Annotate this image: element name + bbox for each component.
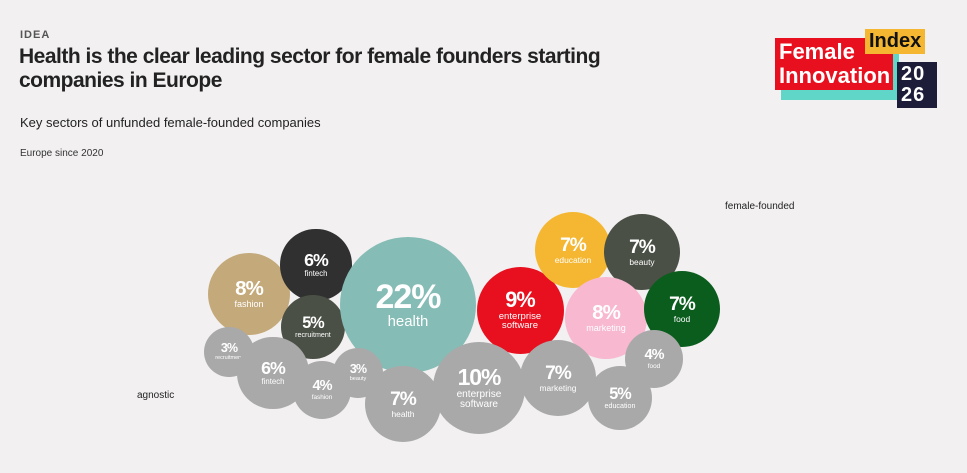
subtitle: Key sectors of unfunded female-founded c…: [20, 115, 321, 130]
category-label: recruitment: [295, 331, 331, 340]
value-label: 3%: [220, 341, 238, 356]
category-label: food: [647, 362, 661, 370]
category-label: education: [604, 402, 636, 411]
category-label: fashion: [311, 393, 333, 401]
logo-year: 2026: [897, 62, 937, 108]
value-label: 6%: [304, 249, 329, 270]
note: Europe since 2020: [20, 148, 104, 159]
value-label: 6%: [261, 357, 286, 378]
category-label: marketing: [586, 323, 626, 334]
bubble: 5% education: [587, 365, 653, 431]
logo-index: Index: [865, 29, 926, 54]
category-label: marketing: [539, 382, 577, 393]
category-label: fintech: [304, 269, 328, 279]
category-label: health: [391, 408, 415, 419]
bubble: 4% food: [625, 330, 683, 388]
series-label: agnostic: [137, 390, 175, 401]
value-label: 3%: [349, 362, 367, 377]
bubble: 6% fintech: [280, 229, 352, 301]
series-label: female-founded: [725, 201, 795, 212]
value-label: 4%: [312, 378, 333, 395]
value-label: 5%: [302, 313, 324, 332]
value-label: 8%: [235, 276, 264, 300]
category-label: fashion: [234, 299, 264, 310]
category-label: fintech: [261, 377, 285, 387]
category-label: beauty: [629, 256, 655, 267]
category-label: food: [673, 313, 691, 324]
value-label: 7%: [545, 362, 572, 384]
logo-word: Innovation: [779, 63, 891, 88]
category-label: recruitment: [215, 355, 243, 361]
bubble: 9% enterprise software: [476, 266, 564, 354]
category-label: enterprise software: [456, 388, 502, 410]
value-label: 10%: [457, 363, 502, 390]
value-label: 8%: [592, 300, 621, 324]
kicker: IDEA: [20, 29, 51, 41]
bubble: 10% enterprise software: [433, 342, 525, 434]
bubble: 8% fashion: [207, 252, 290, 335]
bubble: 7% health: [364, 365, 442, 443]
value-label: 7%: [560, 234, 587, 256]
bubble: 7% education: [534, 211, 612, 289]
logo-word: Female: [779, 39, 855, 64]
value-label: 22%: [375, 278, 441, 316]
category-label: education: [554, 254, 592, 265]
value-label: 7%: [669, 293, 696, 315]
value-label: 7%: [390, 388, 417, 410]
category-label: health: [387, 313, 429, 330]
value-label: 4%: [644, 347, 665, 364]
value-label: 9%: [505, 287, 535, 313]
value-label: 5%: [609, 384, 631, 403]
chart-title: Health is the clear leading sector for f…: [19, 45, 601, 92]
bubble: 7% marketing: [519, 339, 597, 417]
category-label: enterprise software: [498, 310, 542, 332]
category-label: beauty: [349, 376, 367, 382]
value-label: 7%: [629, 236, 656, 258]
